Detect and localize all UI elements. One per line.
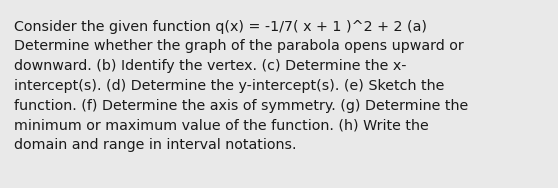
Text: Consider the given function q(x) = -1/7( x + 1 )^2 + 2 (a)
Determine whether the: Consider the given function q(x) = -1/7(… [14,20,468,152]
